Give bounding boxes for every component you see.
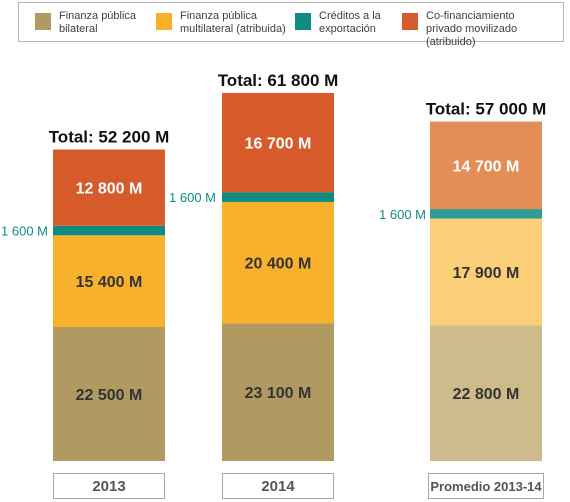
legend-label-export-credits: Créditos a la exportación: [319, 10, 381, 35]
bar-segment-export_credits-0: [53, 225, 165, 236]
bar-segment-bilateral-0: [53, 327, 165, 461]
data-label-bilateral-1: 23 100 M: [245, 385, 312, 402]
data-label-private-2: 14 700 M: [453, 158, 520, 175]
legend-swatch-private: [402, 13, 418, 30]
bar-segment-bilateral-1: [222, 323, 334, 461]
bar-segment-export_credits-1: [222, 192, 334, 202]
total-label-1: Total: 61 800 M: [218, 71, 339, 90]
data-label-multilateral-1: 20 400 M: [245, 256, 312, 273]
bar-segment-private-1: [222, 92, 334, 193]
legend-label-multilateral: Finanza pública multilateral (atribuida): [180, 10, 286, 35]
category-label-2014: 2014: [222, 473, 334, 499]
legend-item-bilateral: Finanza pública bilateral: [35, 10, 136, 36]
legend-item-private: Co-financiamiento privado movilizado (at…: [402, 10, 563, 49]
legend-swatch-multilateral: [156, 13, 172, 30]
data-label-private-0: 12 800 M: [76, 181, 143, 198]
data-label-export_credits-0: 1 600 M: [1, 224, 48, 239]
category-label-2013: 2013: [53, 473, 165, 499]
bar-segment-multilateral-1: [222, 201, 334, 324]
legend-item-multilateral: Finanza pública multilateral (atribuida): [156, 10, 286, 36]
legend-swatch-bilateral: [35, 13, 51, 30]
bar-segment-multilateral-0: [53, 235, 165, 327]
total-label-0: Total: 52 200 M: [49, 128, 170, 147]
bar-segment-bilateral-2: [430, 325, 542, 461]
bar-segment-multilateral-2: [430, 218, 542, 326]
legend-label-bilateral: Finanza pública bilateral: [59, 10, 137, 35]
data-label-multilateral-0: 15 400 M: [76, 274, 143, 291]
legend-item-export-credits: Créditos a la exportación: [295, 10, 381, 36]
legend-swatch-export-credits: [295, 13, 311, 30]
data-label-export_credits-2: 1 600 M: [379, 207, 426, 222]
legend: Finanza pública bilateral Finanza públic…: [18, 2, 564, 48]
data-label-export_credits-1: 1 600 M: [169, 190, 216, 205]
data-label-bilateral-0: 22 500 M: [76, 387, 143, 404]
data-label-bilateral-2: 22 800 M: [453, 386, 520, 403]
data-label-multilateral-2: 17 900 M: [453, 265, 520, 282]
bar-segment-export_credits-2: [430, 209, 542, 219]
bar-segment-private-0: [53, 149, 165, 226]
total-label-2: Total: 57 000 M: [426, 100, 547, 119]
category-label-average: Promedio 2013-14: [428, 473, 544, 499]
bar-segment-private-2: [430, 121, 542, 210]
data-label-private-1: 16 700 M: [245, 136, 312, 153]
legend-label-private: Co-financiamiento privado movilizado (at…: [426, 10, 518, 48]
